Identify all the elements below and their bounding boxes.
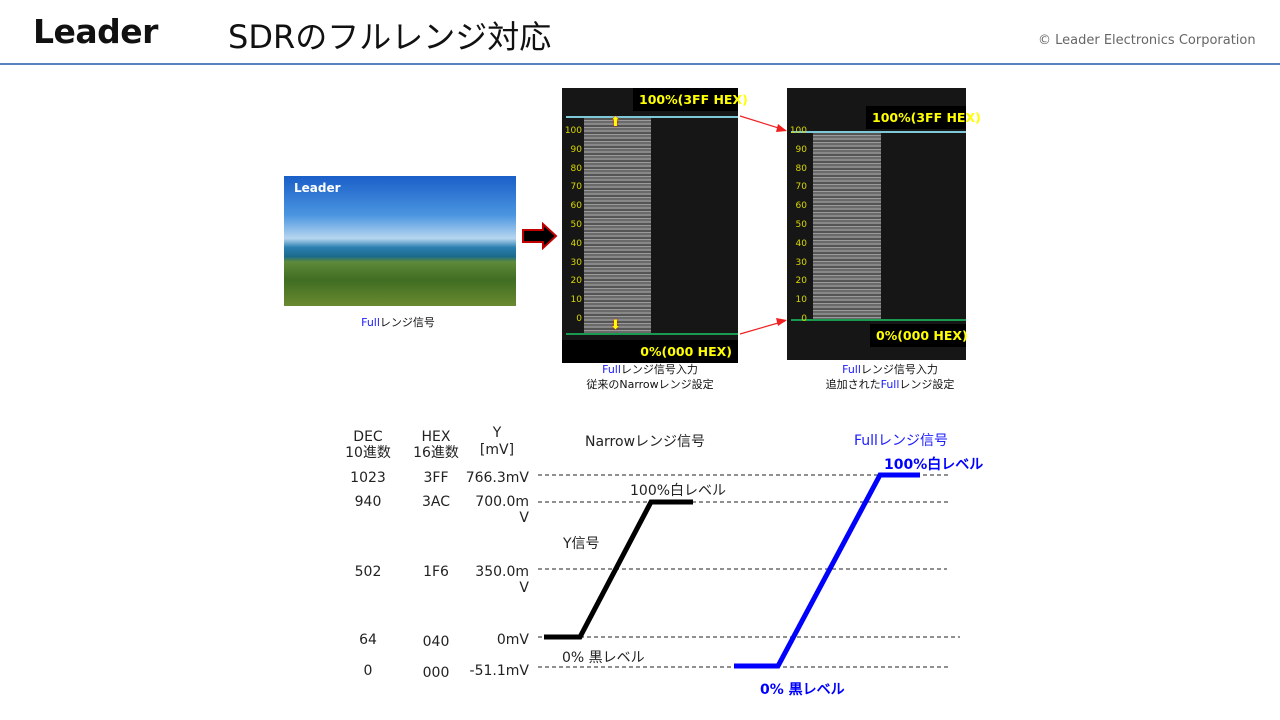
hex-value: 1F6 xyxy=(423,564,449,580)
scale-label: 80 xyxy=(795,163,807,174)
narrow-signal-line xyxy=(544,499,693,640)
scale-label: 20 xyxy=(570,276,582,287)
scale-label: 80 xyxy=(570,163,582,174)
narrow-white-label: 100%白レベル xyxy=(630,483,727,499)
hex-header-1: HEX xyxy=(421,429,451,445)
scale-label: 50 xyxy=(795,220,807,230)
scale-label: 20 xyxy=(795,276,807,287)
caption-blue: Full xyxy=(842,363,861,376)
scale-label: 30 xyxy=(795,257,807,268)
narrow-caption: Fullレンジ信号入力従来のNarrowレンジ設定 xyxy=(586,362,713,392)
dec-value: 64 xyxy=(359,632,377,648)
dec-value: 0 xyxy=(363,663,373,679)
header-divider xyxy=(0,63,1280,65)
waveform-trace xyxy=(584,116,651,333)
scale-label: 40 xyxy=(795,238,807,249)
scale-label: 10 xyxy=(795,295,807,306)
dec-header-1: DEC xyxy=(353,429,383,445)
dec-header-2: 10進数 xyxy=(345,445,391,461)
hex-header-2: 16進数 xyxy=(413,445,459,461)
full-signal-line xyxy=(734,472,920,669)
scale-label: 0 xyxy=(801,314,807,324)
hex-value: 3FF xyxy=(423,470,449,486)
y-value: 700.0mV xyxy=(475,494,529,526)
full-caption: Fullレンジ信号入力 追加されたFullレンジ設定 xyxy=(826,362,955,392)
y-value: 350.0mV xyxy=(475,564,529,596)
hex-value: 040 xyxy=(422,634,450,650)
narrow-title: Narrowレンジ信号 xyxy=(585,434,706,450)
scale-label: 60 xyxy=(795,201,807,212)
top-label: 100%(3FF HEX) xyxy=(633,88,748,111)
copyright: © Leader Electronics Corporation xyxy=(1038,33,1256,48)
page-title: SDRのフルレンジ対応 xyxy=(228,18,552,56)
green-line xyxy=(791,319,966,321)
dec-value: 502 xyxy=(354,564,382,580)
leader-logo: Leader xyxy=(33,12,158,51)
y-signal-label: Y信号 xyxy=(563,536,600,552)
caption-rest: レンジ信号 xyxy=(379,316,435,329)
waveform-full: 100%(3FF HEX) 0%(000 HEX) 100 90 80 70 60 50 4… xyxy=(787,88,981,360)
y-value: 766.3mV xyxy=(465,470,529,486)
caption-line2: 従来のNarrowレンジ設定 xyxy=(586,378,714,391)
cyan-line xyxy=(566,116,738,118)
scale-label: 50 xyxy=(570,220,582,230)
right-arrow-icon xyxy=(522,221,558,251)
caption-post: レンジ設定 xyxy=(899,378,955,391)
y-value: 0mV xyxy=(496,632,529,648)
caption-blue: Full xyxy=(880,378,900,391)
hex-header: HEX 16進数 xyxy=(413,429,459,461)
scale-label: 0 xyxy=(576,314,582,324)
scale-label: 60 xyxy=(570,201,582,212)
caption-rest: レンジ信号入力 xyxy=(860,363,938,376)
y-header: Y [mV] xyxy=(480,425,514,459)
bottom-label: 0%(000 HEX) xyxy=(870,324,968,347)
dec-value: 940 xyxy=(354,494,382,510)
landscape-photo: Leader xyxy=(284,176,516,306)
full-title: Fullレンジ信号 xyxy=(854,433,948,449)
scale-label: 10 xyxy=(570,295,582,306)
caption-blue: Full xyxy=(602,363,621,376)
photo-brand: Leader xyxy=(294,181,341,195)
waveform-trace xyxy=(813,132,881,320)
caption-pre: 追加された xyxy=(825,378,881,391)
photo-caption: Fullレンジ信号 xyxy=(361,314,435,330)
hex-value: 000 xyxy=(422,665,450,681)
dec-value: 1023 xyxy=(350,470,386,486)
y-header-1: Y xyxy=(492,425,502,441)
cyan-line xyxy=(791,131,966,133)
dec-header: DEC 10進数 xyxy=(345,429,391,461)
hex-value: 3AC xyxy=(421,494,451,510)
scale-label: 70 xyxy=(795,182,807,193)
scale-label: 100 xyxy=(564,126,582,136)
scale-label: 30 xyxy=(570,257,582,268)
caption-rest: レンジ信号入力 xyxy=(620,363,698,376)
scale-label: 90 xyxy=(570,144,582,155)
down-arrow-icon: ⬇ xyxy=(610,318,621,333)
green-line xyxy=(566,333,738,335)
scale-label: 40 xyxy=(570,238,582,249)
full-black-label: 0% 黒レベル xyxy=(760,682,845,698)
narrow-black-label: 0% 黒レベル xyxy=(562,650,645,666)
up-arrow-icon: ⬆ xyxy=(610,115,621,130)
top-label: 100%(3FF HEX) xyxy=(866,106,981,129)
scale-label: 100 xyxy=(789,126,807,136)
scale-label: 90 xyxy=(795,144,807,155)
caption-blue: Full xyxy=(361,316,380,329)
y-header-2: [mV] xyxy=(479,442,515,458)
full-white-label: 100%白レベル xyxy=(884,457,984,473)
scale-label: 70 xyxy=(570,182,582,193)
y-value: -51.1mV xyxy=(469,663,529,679)
waveform-narrow: ⬆ ⬇ 100%(3FF HEX) 0%(000 HEX) 100 90 80 70 6… xyxy=(562,88,748,363)
bottom-label: 0%(000 HEX) xyxy=(562,340,738,363)
